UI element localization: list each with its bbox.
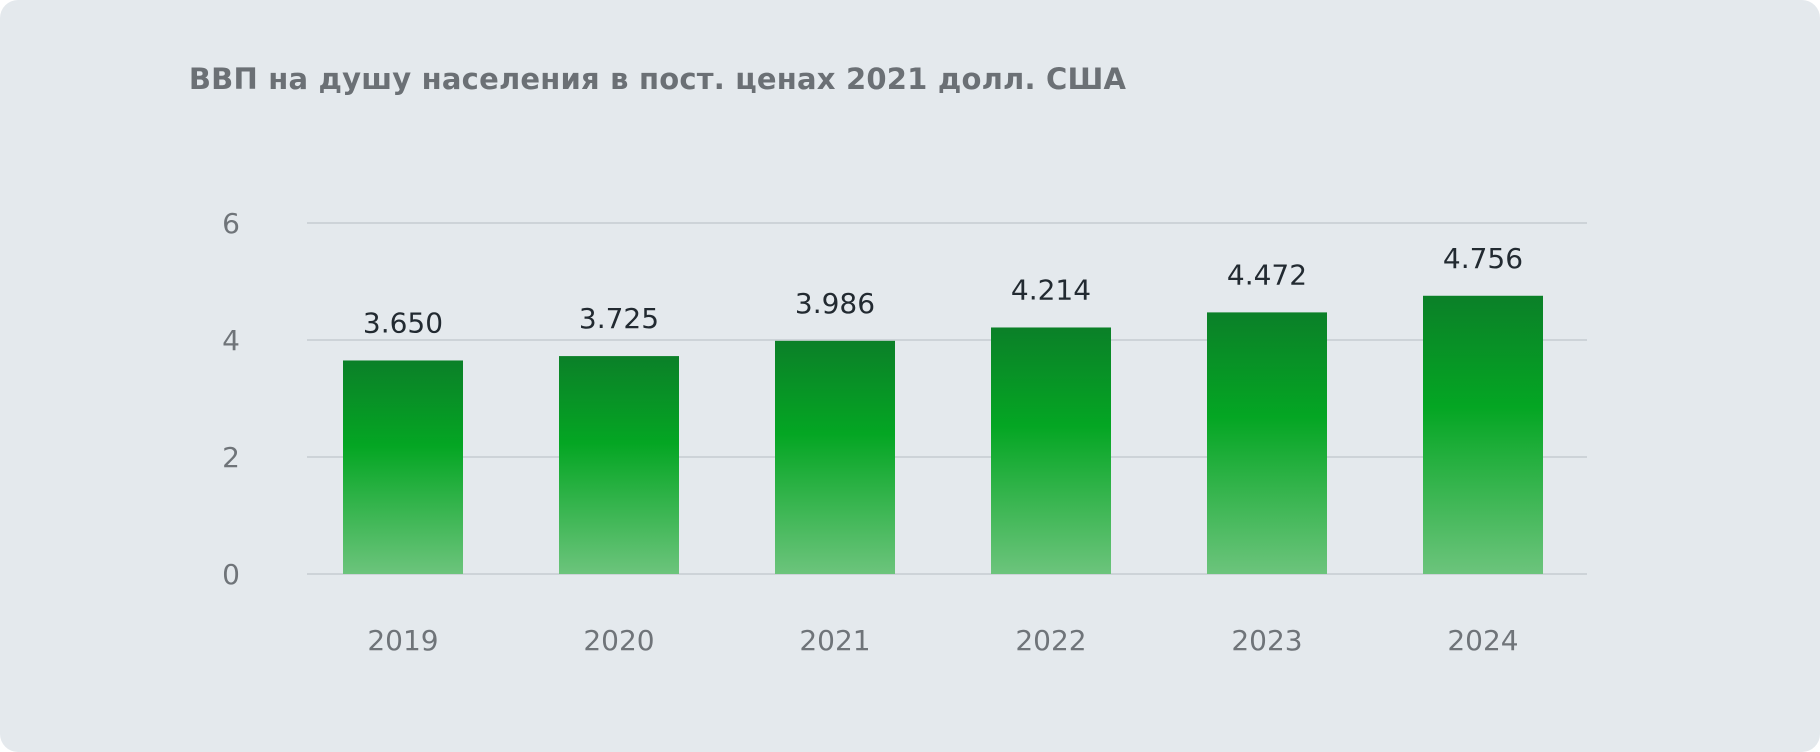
- data-label-2021: 3.986: [795, 287, 875, 320]
- y-tick-label: 2: [222, 441, 240, 474]
- data-label-2022: 4.214: [1011, 273, 1091, 306]
- data-label-2024: 4.756: [1443, 242, 1523, 275]
- bar-2024: [1423, 295, 1543, 574]
- y-tick-label: 6: [222, 207, 240, 240]
- grid-lines: [307, 222, 1587, 575]
- x-tick-label-2021: 2021: [799, 624, 870, 657]
- bar-2023: [1207, 312, 1327, 574]
- x-tick-label-2019: 2019: [367, 624, 438, 657]
- bars: [343, 295, 1543, 574]
- data-label-2019: 3.650: [363, 306, 443, 339]
- bar-2019: [343, 360, 463, 574]
- bar-2020: [559, 356, 679, 574]
- labels: 0 2 4 6 3.650 2019 3.725 2020 3.986 2021 4.214 2022…: [222, 207, 1523, 657]
- chart-title: ВВП на душу населения в пост. ценах 2021…: [188, 62, 1127, 96]
- x-tick-label-2020: 2020: [583, 624, 654, 657]
- y-tick-label: 4: [222, 324, 240, 357]
- bar-2021: [775, 340, 895, 574]
- data-label-2020: 3.725: [579, 302, 659, 335]
- data-label-2023: 4.472: [1227, 258, 1307, 291]
- x-tick-label-2022: 2022: [1015, 624, 1086, 657]
- bar-2022: [991, 327, 1111, 574]
- x-tick-label-2024: 2024: [1447, 624, 1518, 657]
- y-tick-label: 0: [222, 558, 240, 591]
- x-tick-label-2023: 2023: [1231, 624, 1302, 657]
